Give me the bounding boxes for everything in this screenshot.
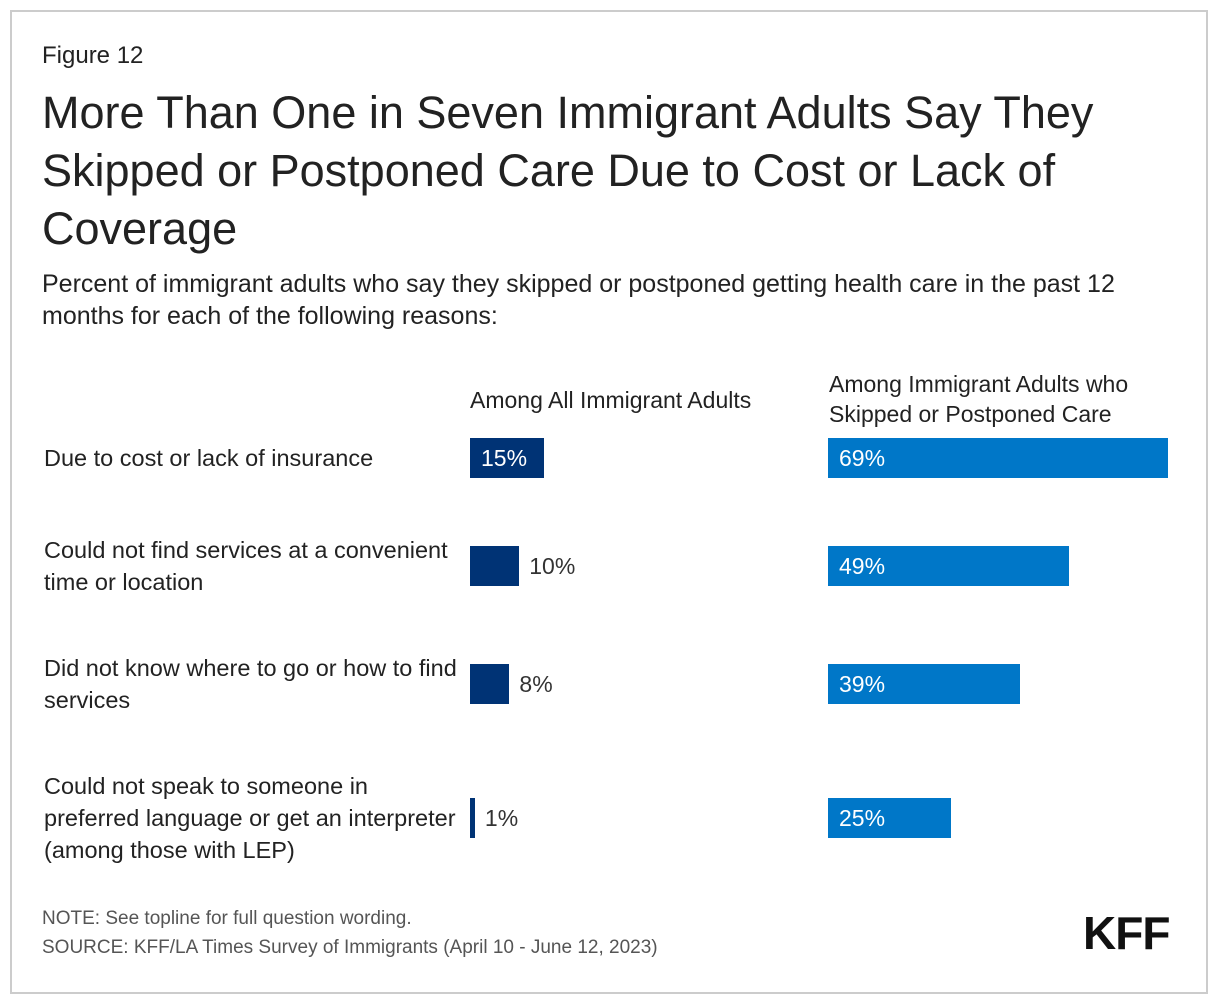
figure-frame — [10, 10, 1208, 994]
kff-logo: KFF — [1083, 907, 1170, 959]
bar-all-adults — [470, 546, 520, 586]
chart-title: More Than One in Seven Immigrant Adults … — [42, 87, 1094, 254]
bar-skipped — [828, 546, 1070, 586]
bar-skipped — [828, 798, 952, 838]
bar-all-adults — [470, 438, 544, 478]
data-label: 49% — [839, 553, 886, 579]
data-label: 8% — [519, 671, 553, 697]
data-label: 25% — [839, 805, 886, 831]
category-label: Could not speak to someone in preferred … — [44, 773, 456, 863]
category-label: Did not know where to go or how to find … — [44, 655, 457, 713]
data-label: 1% — [484, 805, 519, 831]
data-label: 39% — [839, 671, 886, 697]
data-label: 15% — [481, 445, 528, 471]
data-label: 10% — [529, 553, 576, 579]
column-header-all-adults: Among All Immigrant Adults — [470, 387, 752, 413]
bar-skipped — [828, 664, 1021, 704]
figure-label: Figure 12 — [42, 42, 144, 69]
column-header-skipped: Among Immigrant Adults who Skipped or Po… — [829, 371, 1129, 427]
bar-skipped — [828, 438, 1168, 478]
source-text: SOURCE: KFF/LA Times Survey of Immigrant… — [42, 937, 658, 958]
chart-subtitle: Percent of immigrant adults who say they… — [42, 270, 1115, 330]
category-label: Due to cost or lack of insurance — [44, 445, 374, 471]
note-text: NOTE: See topline for full question word… — [42, 908, 412, 929]
category-label: Could not find services at a convenient … — [44, 537, 448, 595]
bar-all-adults — [470, 664, 510, 704]
data-label: 69% — [839, 445, 886, 471]
bar-all-adults — [470, 798, 475, 838]
